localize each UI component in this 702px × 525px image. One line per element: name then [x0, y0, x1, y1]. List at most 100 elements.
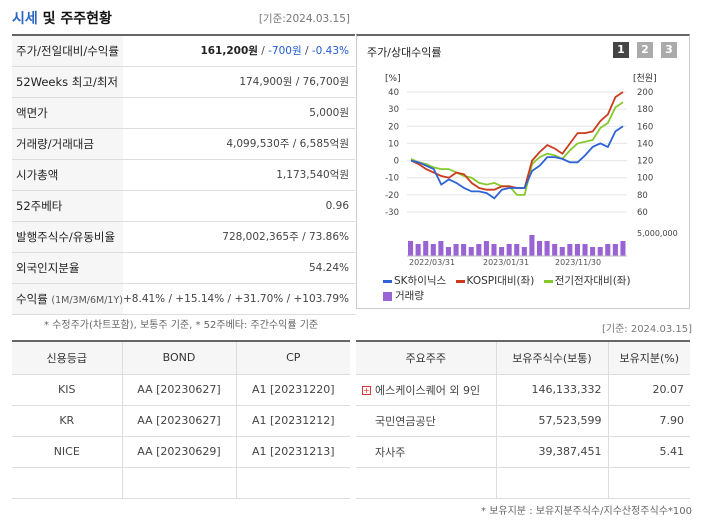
section-title: 시세 및 주주현황 [기준:2024.03.15] — [12, 8, 350, 30]
beta-value: 0.96 — [123, 190, 356, 222]
credit-cp: A1 [20231220] — [235, 374, 350, 406]
empty-cell — [356, 467, 496, 499]
y-left-tick-label: 20 — [388, 122, 399, 132]
y-left-tick-label: -20 — [385, 191, 399, 201]
y-left-tick-label: -10 — [385, 174, 399, 184]
holder-shares: 57,523,599 — [495, 405, 608, 437]
volume-bar — [559, 247, 565, 256]
volume-bar — [430, 244, 436, 256]
volume-bar — [438, 241, 444, 256]
volume-bar — [499, 247, 505, 256]
price-note: * 수정주가(차트포함), 보통주 기준, * 52주베타: 주간수익률 기준 — [44, 320, 319, 331]
holders-note: * 보유지분 : 보유지분주식수/지수산정주식수*100 — [481, 506, 692, 517]
holders-date: [기준: 2024.03.15] — [601, 324, 692, 335]
table-row: 액면가 5,000원 — [12, 97, 356, 129]
price-info-table: 주가/전일대비/수익률 161,200원 / -700원 / -0.43% 52… — [12, 34, 356, 315]
holder-name: 자사주 — [356, 436, 496, 468]
table-row: 시가총액 1,173,540억원 — [12, 159, 356, 191]
legend-elec: 전기전자대비(좌) — [543, 275, 631, 287]
expand-plus-icon[interactable]: + — [362, 386, 371, 395]
y-left-tick-label: 40 — [388, 88, 399, 98]
credit-cp: A1 [20231212] — [235, 405, 350, 437]
foreign-value: 54.24% — [123, 252, 356, 284]
table-row: KR AA [20230627] A1 [20231212] — [12, 405, 350, 437]
left-axis-unit: [%] — [385, 74, 401, 84]
chart-title: 주가/상대수익률 — [367, 46, 442, 59]
y-left-tick-label: 10 — [388, 139, 399, 149]
credit-header-2: CP — [235, 341, 350, 375]
table-row: 외국인지분율 54.24% — [12, 252, 356, 284]
chart-tab-1[interactable]: 1 — [613, 42, 629, 58]
table-row: 발행주식수/유동비율 728,002,365주 / 73.86% — [12, 221, 356, 253]
volume-bar — [567, 244, 573, 256]
holder-header-1: 보유주식수(보통) — [495, 341, 608, 375]
credit-bond: AA [20230629] — [121, 436, 236, 468]
table-row: 국민연금공단 57,523,599 7.90 — [356, 405, 690, 437]
table-header-row: 주요주주 보유주식수(보통) 보유지분(%) — [356, 341, 690, 375]
y-right-tick-label: 120 — [637, 157, 653, 167]
volume-bar — [514, 244, 520, 256]
week52-label: 52Weeks 최고/최저 — [12, 66, 123, 98]
credit-agency: KR — [12, 405, 122, 437]
holder-name[interactable]: + 에스케이스퀘어 외 9인 — [356, 374, 496, 406]
week52-value: 174,900원 / 76,700원 — [123, 66, 356, 98]
table-row-empty — [356, 467, 690, 499]
volume-bar — [408, 241, 414, 256]
volume-bar — [597, 247, 603, 256]
chart-tab-3[interactable]: 3 — [661, 42, 677, 58]
beta-label: 52주베타 — [12, 190, 123, 222]
y-right-tick-label: 60 — [637, 208, 648, 218]
holder-pct: 20.07 — [607, 374, 690, 406]
return-value: +8.41% / +15.14% / +31.70% / +103.79% — [123, 283, 356, 315]
volume-bar — [461, 244, 467, 256]
right-axis-unit: [천원] — [633, 73, 657, 84]
credit-agency: KIS — [12, 374, 122, 406]
credit-header-1: BOND — [121, 341, 236, 375]
empty-cell — [607, 467, 690, 499]
legend-sk: SK하이닉스 — [383, 275, 446, 287]
volume-bar — [590, 247, 596, 256]
credit-bond: AA [20230627] — [121, 374, 236, 406]
volume-value: 4,099,530주 / 6,585억원 — [123, 128, 356, 160]
y-left-tick-label: 0 — [394, 157, 399, 167]
base-date: [기준:2024.03.15] — [258, 13, 350, 25]
volume-bar — [521, 247, 527, 256]
volume-bar — [483, 241, 489, 256]
foreign-label: 외국인지분율 — [12, 252, 123, 284]
holder-header-0: 주요주주 — [356, 341, 496, 375]
legend-sk-swatch — [383, 279, 392, 283]
chart-legend: SK하이닉스 KOSPI대비(좌) 전기전자대비(좌) 거래량 — [383, 274, 683, 304]
volume-bar — [620, 241, 626, 256]
mcap-value: 1,173,540억원 — [123, 159, 356, 191]
table-row: 주가/전일대비/수익률 161,200원 / -700원 / -0.43% — [12, 35, 356, 67]
table-row-empty — [12, 467, 350, 499]
y-right-tick-label: 140 — [637, 139, 653, 149]
volume-bar — [544, 241, 550, 256]
chart-panel: 주가/상대수익률 1 2 3 [%] [천원] 40 200 30 180 20 160 10 1… — [356, 34, 690, 309]
volume-bar — [445, 247, 452, 256]
legend-vol: 거래량 — [383, 290, 424, 302]
credit-bond: AA [20230627] — [121, 405, 236, 437]
volume-bar — [468, 247, 474, 256]
credit-header-0: 신용등급 — [12, 341, 122, 375]
empty-cell — [495, 467, 608, 499]
y-right-tick-label: 200 — [637, 88, 653, 98]
table-row: KIS AA [20230627] A1 [20231220] — [12, 374, 350, 406]
table-row: 거래량/거래대금 4,099,530주 / 6,585억원 — [12, 128, 356, 160]
shares-label: 발행주식수/유동비율 — [12, 221, 123, 253]
y-right-tick-label: 80 — [637, 191, 648, 201]
volume-bar — [612, 244, 618, 256]
table-row: 52Weeks 최고/최저 174,900원 / 76,700원 — [12, 66, 356, 98]
chart-tab-2[interactable]: 2 — [637, 42, 653, 58]
empty-cell — [12, 467, 122, 499]
volume-bar — [415, 244, 421, 256]
credit-rating-table: 신용등급 BOND CP KIS AA [20230627] A1 [20231… — [12, 340, 350, 499]
shares-value: 728,002,365주 / 73.86% — [123, 221, 356, 253]
y-left-tick-label: -30 — [385, 208, 399, 218]
y-right-tick-label: 180 — [637, 105, 653, 115]
volume-bar — [423, 241, 429, 256]
title-price[interactable]: 시세 — [12, 11, 38, 27]
table-row: + 에스케이스퀘어 외 9인 146,133,332 20.07 — [356, 374, 690, 406]
table-row: NICE AA [20230629] A1 [20231213] — [12, 436, 350, 468]
holder-shares: 39,387,451 — [495, 436, 608, 468]
